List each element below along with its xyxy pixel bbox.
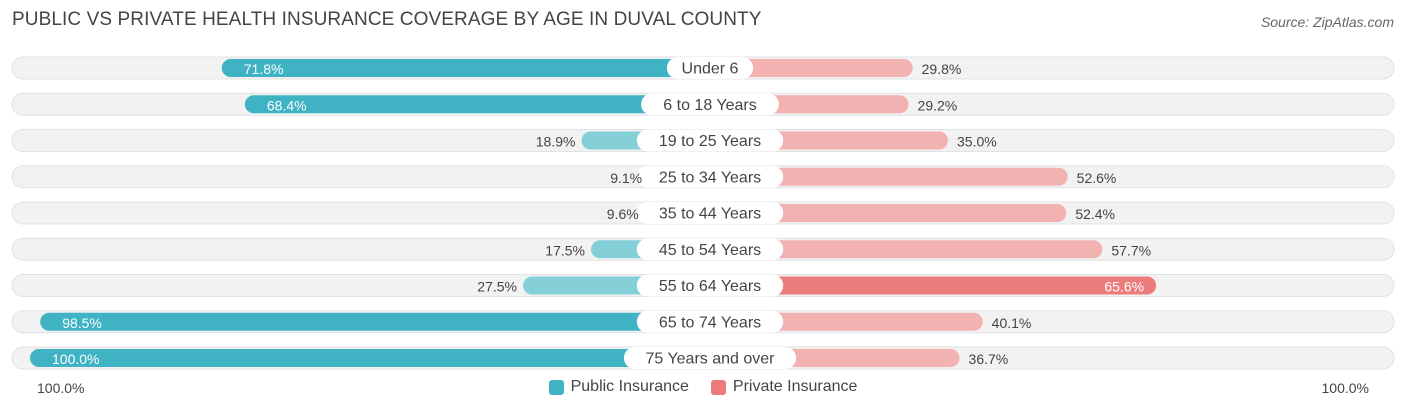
category-pill (641, 93, 779, 116)
public-value-label: 68.4% (267, 97, 307, 113)
category-pill (636, 310, 784, 333)
legend-swatch-public (548, 379, 564, 395)
private-bar (710, 240, 1103, 259)
chart-title: PUBLIC VS PRIVATE HEALTH INSURANCE COVER… (12, 9, 762, 30)
public-bar (40, 312, 710, 331)
public-value-label: 9.1% (610, 170, 642, 186)
axis-right-label: 100.0% (1321, 380, 1369, 396)
category-pill (636, 238, 784, 261)
private-bar (710, 59, 913, 77)
public-bar (221, 59, 710, 77)
private-value-label: 29.2% (918, 97, 958, 113)
public-value-label: 71.8% (244, 61, 284, 77)
private-value-label: 65.6% (1104, 279, 1144, 295)
category-label: 75 Years and over (646, 351, 776, 368)
public-value-label: 18.9% (536, 134, 576, 150)
private-value-label: 29.8% (922, 61, 962, 77)
category-label: Under 6 (682, 61, 739, 78)
category-label: 35 to 44 Years (659, 206, 761, 223)
axis-left-label: 100.0% (37, 380, 85, 396)
category-pill (636, 202, 784, 224)
public-value-label: 9.6% (607, 206, 639, 222)
legend-swatch-private (710, 379, 726, 395)
legend-label-private: Private Insurance (732, 378, 858, 395)
private-bar (710, 276, 1157, 295)
chart: Under 6 71.8% 29.8% 6 to 18 Years 68.4% 29.2%… (11, 56, 1395, 370)
legend-item-private: Private Insurance (710, 378, 858, 396)
category-label: 19 to 25 Years (659, 133, 761, 150)
category-pill (636, 165, 784, 188)
public-value-label: 100.0% (52, 351, 99, 367)
category-label: 6 to 18 Years (663, 97, 756, 114)
private-value-label: 52.6% (1077, 170, 1117, 186)
category-pill (666, 57, 754, 79)
private-value-label: 36.7% (969, 351, 1009, 367)
category-label: 45 to 54 Years (659, 242, 761, 259)
category-label: 65 to 74 Years (659, 314, 761, 331)
public-value-label: 98.5% (62, 315, 102, 331)
private-value-label: 52.4% (1075, 206, 1115, 222)
private-value-label: 40.1% (992, 315, 1032, 331)
category-pill (636, 274, 784, 297)
legend-item-public: Public Insurance (548, 378, 689, 396)
private-bar (710, 204, 1067, 222)
public-bar (244, 95, 710, 114)
public-value-label: 17.5% (545, 242, 585, 258)
category-label: 55 to 64 Years (659, 278, 761, 295)
legend-label-public: Public Insurance (570, 378, 689, 395)
source-label: Source: ZipAtlas.com (1260, 14, 1394, 30)
category-label: 25 to 34 Years (659, 169, 761, 186)
public-value-label: 27.5% (477, 279, 517, 295)
public-bar (30, 349, 710, 367)
category-pill (636, 129, 784, 152)
private-bar (710, 167, 1068, 186)
private-value-label: 35.0% (957, 134, 997, 150)
private-value-label: 57.7% (1111, 242, 1151, 258)
category-pill (623, 347, 797, 369)
legend: Public Insurance Private Insurance (0, 378, 1406, 396)
